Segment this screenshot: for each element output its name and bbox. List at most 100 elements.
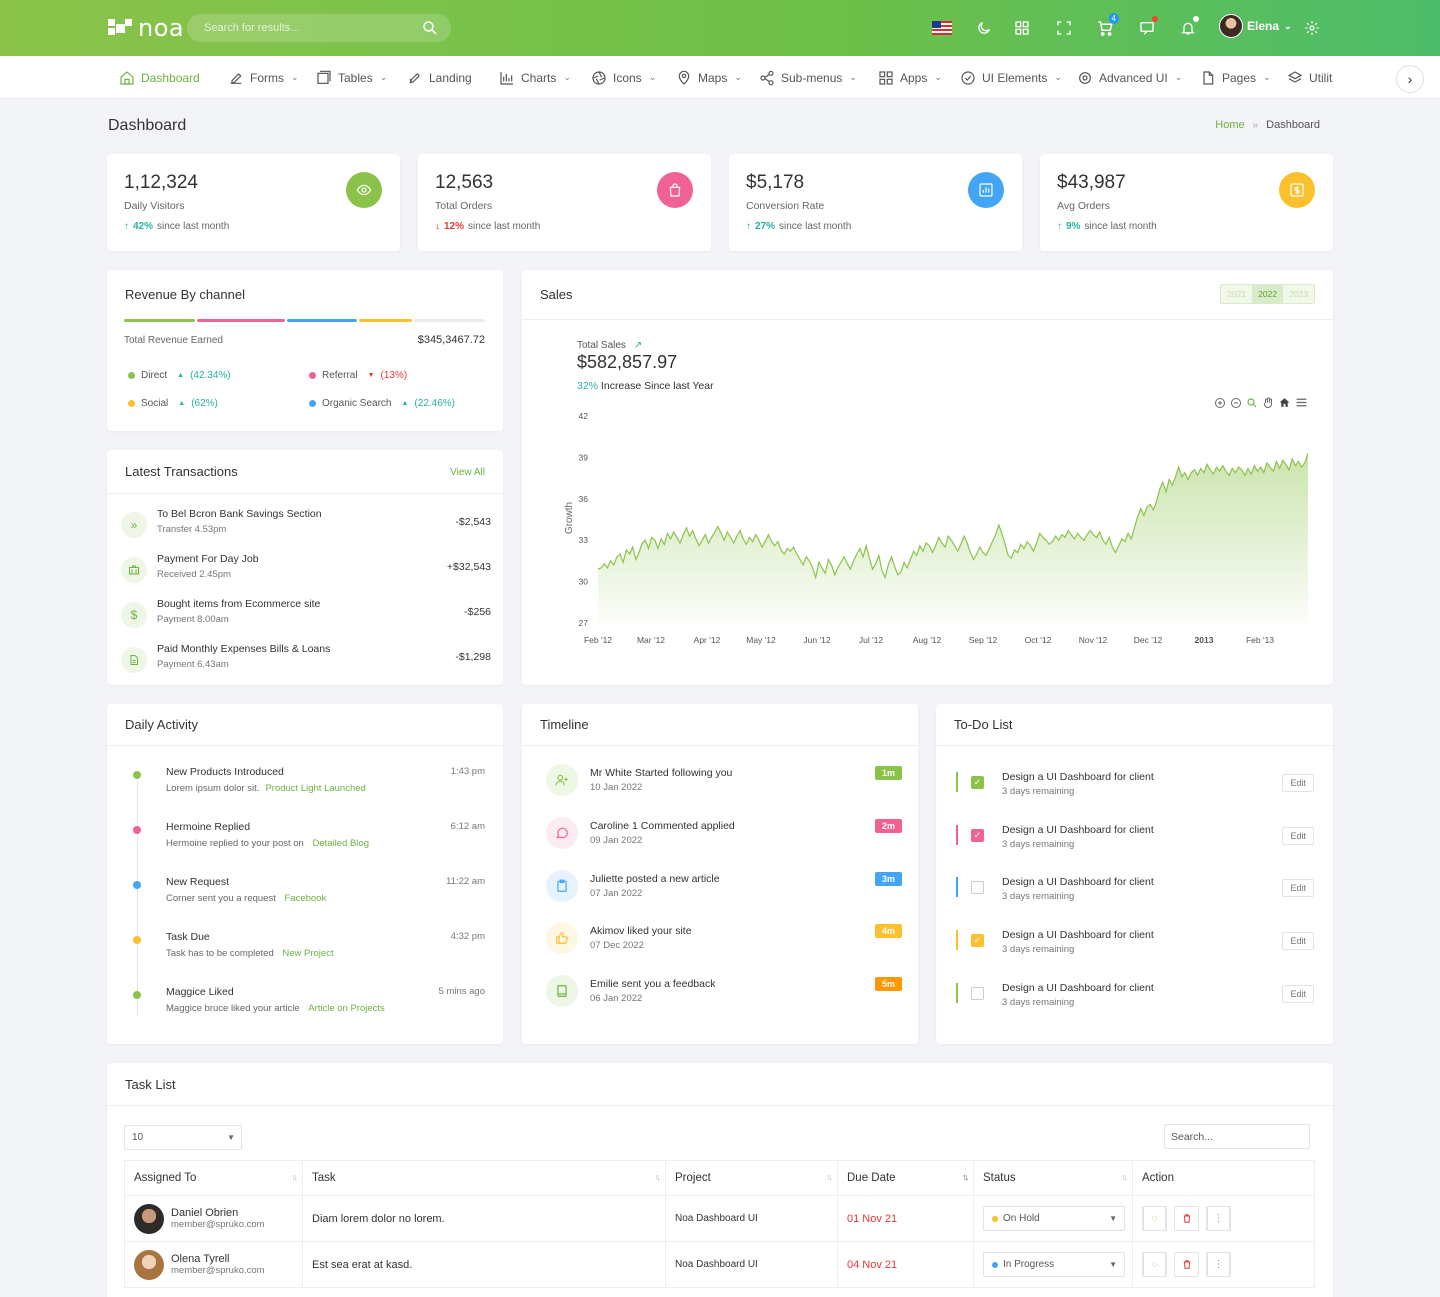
- stat-since: since last month: [468, 221, 541, 232]
- column-header-project[interactable]: Project ↑↓: [665, 1160, 838, 1196]
- nav-dashboard[interactable]: Dashboard: [119, 56, 200, 99]
- stat-label: Total Orders: [435, 200, 493, 212]
- delete-button[interactable]: [1174, 1252, 1199, 1277]
- column-header-task[interactable]: Task ↑↓: [302, 1160, 666, 1196]
- transaction-row[interactable]: $ Bought items from Ecommerce site Payme…: [121, 598, 491, 638]
- channel-dot: [128, 372, 135, 379]
- column-header-assigned[interactable]: Assigned To ↑↓: [124, 1160, 303, 1196]
- status-select[interactable]: In Progress ▼: [983, 1252, 1125, 1277]
- activity-time: 1:43 pm: [450, 766, 485, 777]
- nav-apps[interactable]: Apps ⌄: [878, 56, 942, 99]
- todo-edit-button[interactable]: Edit: [1282, 827, 1314, 845]
- logo[interactable]: noa: [108, 14, 184, 42]
- activity-link[interactable]: Article on Projects: [308, 1003, 385, 1014]
- message-icon[interactable]: [1136, 16, 1158, 39]
- column-label: Due Date: [847, 1172, 896, 1184]
- activity-link[interactable]: Facebook: [284, 893, 327, 904]
- nav-maps[interactable]: Maps ⌄: [676, 56, 742, 99]
- y-tick-label: 30: [579, 577, 589, 587]
- todo-item-sub: 3 days remaining: [1002, 997, 1075, 1008]
- activity-title-text: New Request: [166, 876, 230, 888]
- x-tick-label: 2013: [1195, 635, 1214, 645]
- eye-icon: [346, 172, 382, 208]
- nav-landing[interactable]: Landing: [407, 56, 472, 99]
- activity-link[interactable]: Product Light Launched: [265, 783, 366, 794]
- todo-checkbox[interactable]: [971, 881, 984, 894]
- timeline-item: Caroline 1 Commented applied 09 Jan 2022…: [546, 817, 902, 857]
- search-input[interactable]: [204, 22, 404, 34]
- person-email: member@spruko.com: [171, 1219, 265, 1230]
- nav-charts[interactable]: Charts ⌄: [499, 56, 571, 99]
- bar-chart-icon: [968, 172, 1004, 208]
- nav-pages[interactable]: Pages ⌄: [1200, 56, 1271, 99]
- task-search-input[interactable]: [1164, 1124, 1310, 1149]
- channel-pct: (13%): [380, 370, 408, 381]
- pan-hand-icon[interactable]: [1262, 397, 1274, 409]
- todo-item-title: Design a UI Dashboard for client: [1002, 929, 1154, 941]
- todo-checkbox[interactable]: ✓: [971, 934, 984, 947]
- transaction-row[interactable]: Payment For Day Job Received 2.45pm +$32…: [121, 553, 491, 593]
- transaction-row[interactable]: Paid Monthly Expenses Bills & Loans Paym…: [121, 643, 491, 683]
- page-size-select[interactable]: 10 ▼: [124, 1125, 242, 1150]
- breadcrumb-home-link[interactable]: Home: [1215, 119, 1245, 131]
- year-tab-2022[interactable]: 2022: [1252, 285, 1284, 303]
- zoom-out-icon[interactable]: [1230, 397, 1242, 409]
- zoom-in-icon[interactable]: [1214, 397, 1226, 409]
- nav-sub-menus[interactable]: Sub-menus ⌄: [759, 56, 857, 99]
- activity-link[interactable]: New Project: [282, 948, 334, 959]
- more-vertical-icon: ⋮: [1207, 1206, 1230, 1231]
- flag-us-icon[interactable]: [931, 17, 953, 39]
- todo-edit-button[interactable]: Edit: [1282, 932, 1314, 950]
- chevron-down-icon: ⌄: [379, 72, 388, 82]
- reset-home-icon[interactable]: [1278, 396, 1291, 409]
- todo-edit-button[interactable]: Edit: [1282, 774, 1314, 792]
- user-menu[interactable]: Elena ⌄: [1219, 14, 1292, 38]
- apps-grid-icon[interactable]: [1011, 17, 1033, 39]
- search-icon[interactable]: [421, 19, 439, 37]
- nav-forms[interactable]: Forms ⌄: [228, 56, 299, 99]
- y-tick-label: 36: [579, 494, 589, 504]
- todo-edit-button[interactable]: Edit: [1282, 985, 1314, 1003]
- column-header-status[interactable]: Status ↑↓: [973, 1160, 1133, 1196]
- todo-checkbox[interactable]: ✓: [971, 776, 984, 789]
- nav-ui-elements[interactable]: UI Elements ⌄: [960, 56, 1062, 99]
- approve-button[interactable]: ◌: [1142, 1252, 1167, 1277]
- moon-icon[interactable]: [973, 17, 995, 39]
- bell-icon[interactable]: [1177, 16, 1199, 39]
- view-all-link[interactable]: View All: [450, 467, 485, 478]
- nav-utilities[interactable]: Utilit: [1287, 56, 1332, 99]
- fullscreen-icon[interactable]: [1053, 17, 1075, 39]
- menu-icon[interactable]: [1295, 396, 1308, 409]
- activity-item: Hermoine Replied Hermoine replied to you…: [107, 821, 503, 865]
- nav-advanced-ui[interactable]: Advanced UI ⌄: [1077, 56, 1182, 99]
- gear-icon[interactable]: [1301, 17, 1323, 39]
- timeline-badge: 1m: [874, 766, 902, 780]
- breadcrumb: Home » Dashboard: [1215, 119, 1320, 131]
- todo-item: ✓ Design a UI Dashboard for client 3 day…: [956, 824, 1314, 861]
- cell-status: In Progress ▼: [973, 1241, 1133, 1288]
- year-tab-2021[interactable]: 2021: [1221, 285, 1253, 303]
- magnifier-icon[interactable]: [1246, 397, 1258, 409]
- timeline-item-date: 06 Jan 2022: [590, 993, 643, 1004]
- status-select[interactable]: On Hold ▼: [983, 1206, 1125, 1231]
- user-avatar: [1219, 14, 1243, 38]
- todo-edit-button[interactable]: Edit: [1282, 879, 1314, 897]
- nav-tables[interactable]: Tables ⌄: [316, 56, 387, 99]
- y-tick-label: 42: [579, 411, 589, 421]
- approve-button[interactable]: ◌: [1142, 1206, 1167, 1231]
- chevron-down-icon: ⌄: [291, 72, 299, 82]
- delete-button[interactable]: [1174, 1206, 1199, 1231]
- column-header-due-date[interactable]: Due Date ↑↓: [837, 1160, 974, 1196]
- todo-checkbox[interactable]: ✓: [971, 829, 984, 842]
- transaction-row[interactable]: » To Bel Bcron Bank Savings Section Tran…: [121, 508, 491, 548]
- more-button[interactable]: ⋮: [1206, 1252, 1231, 1277]
- cart-icon[interactable]: 4: [1094, 13, 1119, 39]
- year-tab-2023[interactable]: 2023: [1283, 285, 1314, 303]
- x-tick-label: Dec '12: [1134, 635, 1163, 645]
- activity-link[interactable]: Detailed Blog: [312, 838, 369, 849]
- todo-checkbox[interactable]: [971, 987, 984, 1000]
- sort-icon: ↑↓: [1121, 1172, 1128, 1182]
- nav-icons[interactable]: Icons ⌄: [591, 56, 656, 99]
- nav-scroll-right-button[interactable]: ›: [1396, 65, 1424, 93]
- more-button[interactable]: ⋮: [1206, 1206, 1231, 1231]
